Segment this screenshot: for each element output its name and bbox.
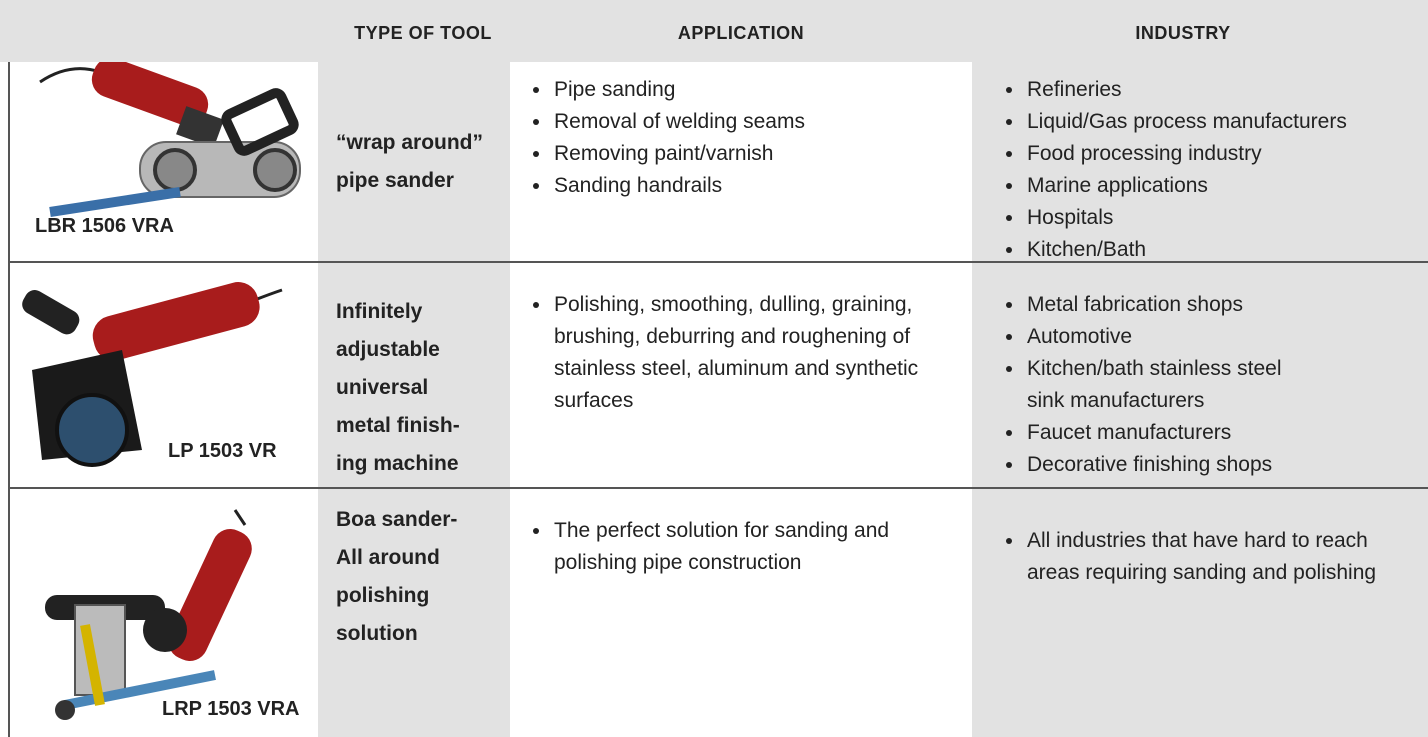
tool-type-line: Infinitely <box>336 300 423 323</box>
industry-item: Food processing industry <box>1025 138 1410 170</box>
tool-type-line: universal <box>336 376 429 399</box>
tool-image <box>45 509 252 720</box>
industry-item: Faucet manufacturers <box>1025 417 1295 449</box>
application-item: Polishing, smoothing, dulling, graining,… <box>552 289 952 417</box>
industry-item: Metal fabrication shops <box>1025 289 1295 321</box>
application-item: Pipe sanding <box>552 74 952 106</box>
column-header: INDUSTRY <box>1135 23 1231 43</box>
application-item: Removing paint/varnish <box>552 138 952 170</box>
column-header: APPLICATION <box>677 23 805 43</box>
industry-item: Automotive <box>1025 321 1295 353</box>
industry-list: Metal fabrication shopsAutomotiveKitchen… <box>1005 289 1295 481</box>
industry-item: Decorative finishing shops <box>1025 449 1295 481</box>
row-separator <box>8 261 1428 263</box>
tool-type-line: adjustable <box>336 338 440 361</box>
industry-list: All industries that have hard to reach a… <box>1005 525 1410 589</box>
industry-item: Refineries <box>1025 74 1410 106</box>
industry-item: Marine applications <box>1025 170 1410 202</box>
tool-type-line: metal finish- <box>336 414 460 437</box>
industry-item: All industries that have hard to reach a… <box>1025 525 1410 589</box>
industry-item: Liquid/Gas process manufacturers <box>1025 106 1410 138</box>
application-item: Sanding handrails <box>552 170 952 202</box>
industry-list: RefineriesLiquid/Gas process manufacture… <box>1005 74 1410 266</box>
application-item: Removal of welding seams <box>552 106 952 138</box>
application-item: The perfect solution for sanding and pol… <box>552 515 952 579</box>
tool-type-line: Boa sander- <box>336 508 458 531</box>
model-label: LRP 1503 VRA <box>162 698 300 720</box>
model-label: LBR 1506 VRA <box>35 215 174 237</box>
left-border <box>8 62 10 737</box>
tool-type: “wrap around” pipe sander <box>318 62 510 261</box>
tool-type-line: polishing <box>336 584 430 607</box>
header-bg <box>0 0 1428 62</box>
model-label: LP 1503 VR <box>168 440 277 462</box>
application-list: Polishing, smoothing, dulling, graining,… <box>532 289 952 417</box>
industry-item: Kitchen/bath stainless steel sink manufa… <box>1025 353 1295 417</box>
tool-image <box>22 282 283 467</box>
application-list: Pipe sandingRemoval of welding seamsRemo… <box>532 74 952 202</box>
tool-type-line: “wrap around” <box>336 130 484 154</box>
tool-type-line: ing machine <box>336 452 459 475</box>
type-column-bg <box>318 62 510 737</box>
row-separator <box>8 487 1428 489</box>
tool-type: Infinitely adjustable universal metal finis… <box>318 263 510 487</box>
application-list: The perfect solution for sanding and pol… <box>532 515 952 579</box>
tool-type-line: pipe sander <box>336 168 454 192</box>
industry-item: Kitchen/Bath <box>1025 234 1410 266</box>
tool-type: Boa sander- All around polishing solution <box>318 489 510 737</box>
column-header: TYPE OF TOOL <box>354 23 492 43</box>
tool-type-line: All around <box>336 546 440 569</box>
industry-item: Hospitals <box>1025 202 1410 234</box>
industry-column-bg <box>972 62 1428 737</box>
tool-type-line: solution <box>336 622 418 645</box>
tool-image <box>39 62 301 217</box>
